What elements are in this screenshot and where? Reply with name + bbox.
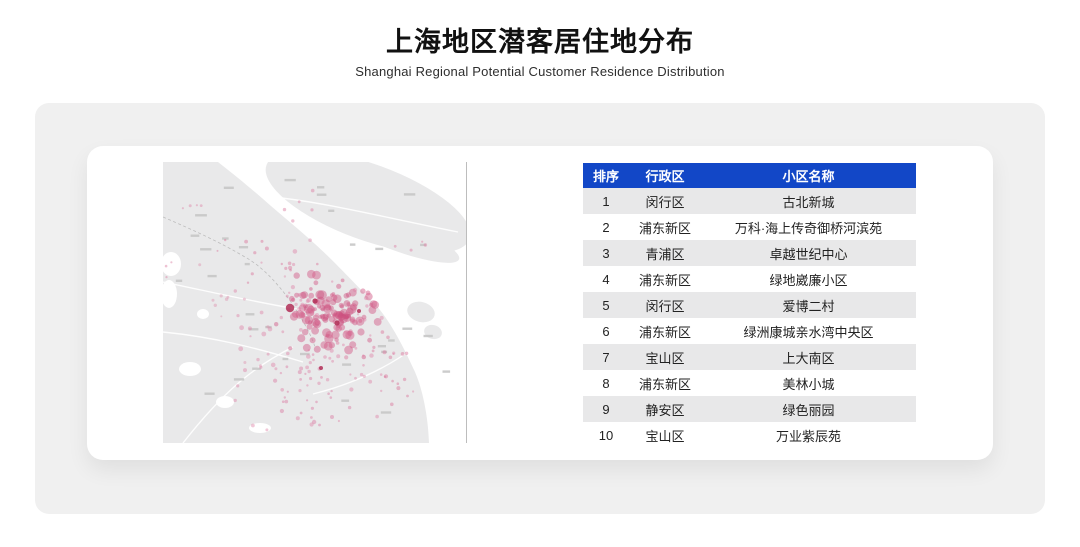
table-row: 5 闵行区 爱博二村 [583,292,916,318]
column-header-rank: 排序 [592,169,619,184]
map-svg [163,162,466,443]
table-row: 3 青浦区 卓越世纪中心 [583,240,916,266]
cell-community: 绿色丽园 [782,402,835,418]
cell-community: 美林小城 [782,376,835,392]
cell-district: 闵行区 [645,298,685,314]
cell-community: 绿地崴廉小区 [769,272,848,288]
map-road [312,346,416,395]
map-mainland [163,162,429,443]
cell-district: 青浦区 [645,246,685,262]
cell-district: 浦东新区 [638,220,691,236]
content-card: 排序 行政区 小区名称 1 闵行区 古北新城 2 浦东新区 万科·海上传奇御桥河… [87,146,993,460]
table-row: 1 闵行区 古北新城 [583,188,916,214]
cell-district: 宝山区 [645,428,685,444]
cell-rank: 3 [602,245,610,261]
page-subtitle: Shanghai Regional Potential Customer Res… [355,64,725,79]
map-lake [197,309,209,319]
cell-community: 万业紫辰苑 [775,428,841,444]
table-body: 1 闵行区 古北新城 2 浦东新区 万科·海上传奇御桥河滨苑 3 青浦区 卓越世… [583,188,916,448]
table-header-row: 排序 行政区 小区名称 [583,163,916,188]
table-row: 6 浦东新区 绿洲康城亲水湾中央区 [583,318,916,344]
slide-header: 上海地区潜客居住地分布 Shanghai Regional Potential … [0,26,1080,79]
cell-community: 万科·海上传奇御桥河滨苑 [734,220,883,236]
map-lake [163,280,177,308]
cell-rank: 4 [602,271,610,287]
map-island-changxing [336,211,460,263]
cell-community: 卓越世纪中心 [769,246,848,262]
table-row: 10 宝山区 万业紫辰苑 [583,422,916,448]
table-row: 2 浦东新区 万科·海上传奇御桥河滨苑 [583,214,916,240]
map-island-chongming [265,162,466,254]
map-label-marks [175,178,451,414]
cell-rank: 1 [602,193,610,209]
map-road [182,346,294,443]
cell-community: 古北新城 [782,194,835,210]
cell-community: 上大南区 [782,350,835,366]
map-dots [164,188,428,432]
cell-rank: 5 [602,297,610,313]
cell-rank: 7 [602,349,610,365]
map-road [163,331,304,363]
map-admin-boundary [163,216,316,348]
cell-district: 浦东新区 [638,376,691,392]
cell-rank: 9 [602,401,610,417]
cell-district: 浦东新区 [638,272,691,288]
cell-district: 静安区 [645,402,685,418]
map-road [272,196,459,233]
column-header-community: 小区名称 [782,169,835,184]
cell-community: 爱博二村 [782,298,835,314]
table-row: 8 浦东新区 美林小城 [583,370,916,396]
table-row: 7 宝山区 上大南区 [583,344,916,370]
cell-rank: 6 [602,323,610,339]
cell-rank: 10 [598,427,614,443]
map-lake [249,423,271,433]
cell-district: 宝山区 [645,350,685,366]
map-island-hengsha [407,301,435,323]
cell-community: 绿洲康城亲水湾中央区 [743,324,874,340]
page-title: 上海地区潜客居住地分布 [386,27,694,57]
ranking-table: 排序 行政区 小区名称 1 闵行区 古北新城 2 浦东新区 万科·海上传奇御桥河… [583,163,916,448]
shanghai-map [163,162,467,443]
cell-district: 浦东新区 [638,324,691,340]
cell-rank: 2 [602,219,610,235]
cell-rank: 8 [602,375,610,391]
table-row: 9 静安区 绿色丽园 [583,396,916,422]
cell-district: 闵行区 [645,194,685,210]
table-row: 4 浦东新区 绿地崴廉小区 [583,266,916,292]
column-header-district: 行政区 [645,169,685,184]
map-lake [179,362,201,376]
map-lake [163,252,181,276]
